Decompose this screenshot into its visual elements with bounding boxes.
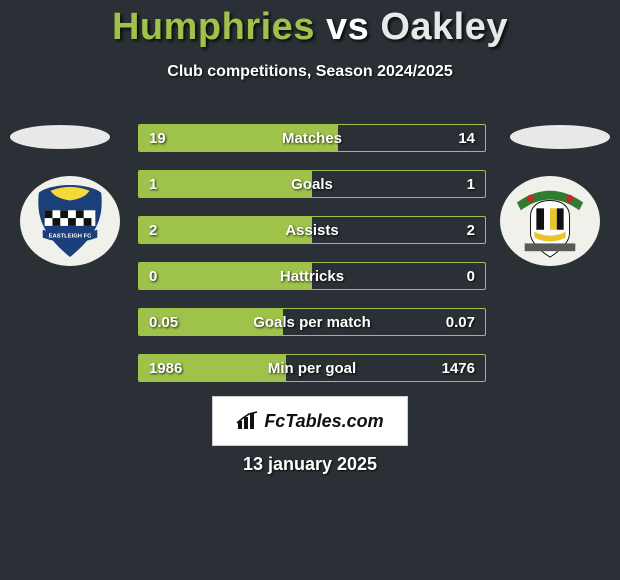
player1-oval [10, 125, 110, 149]
stat-label: Hattricks [139, 263, 485, 289]
eastleigh-crest-icon: EASTLEIGH FC [31, 183, 109, 259]
stat-right-value: 0.07 [446, 309, 475, 335]
stat-right-value: 1 [467, 171, 475, 197]
player1-club-badge: EASTLEIGH FC [20, 176, 120, 266]
stat-right-value: 0 [467, 263, 475, 289]
stat-label: Goals per match [139, 309, 485, 335]
stat-row-assists: 2 Assists 2 [138, 216, 486, 244]
stat-right-value: 14 [458, 125, 475, 151]
stat-label: Matches [139, 125, 485, 151]
stat-bars: 19 Matches 14 1 Goals 1 2 Assists 2 0 Ha… [138, 124, 486, 382]
svg-text:EASTLEIGH FC: EASTLEIGH FC [49, 234, 93, 240]
player2-oval [510, 125, 610, 149]
stat-row-min-per-goal: 1986 Min per goal 1476 [138, 354, 486, 382]
subtitle: Club competitions, Season 2024/2025 [0, 63, 620, 81]
player2-club-badge [500, 176, 600, 266]
player1-name: Humphries [112, 6, 315, 48]
page-title: Humphries vs Oakley [0, 0, 620, 49]
stat-label: Min per goal [139, 355, 485, 381]
stat-row-matches: 19 Matches 14 [138, 124, 486, 152]
stat-row-goals: 1 Goals 1 [138, 170, 486, 198]
fctables-logo: FcTables.com [212, 396, 408, 446]
stat-label: Assists [139, 217, 485, 243]
stat-right-value: 2 [467, 217, 475, 243]
title-vs: vs [326, 6, 369, 48]
fctables-logo-text: FcTables.com [264, 411, 383, 432]
stat-right-value: 1476 [442, 355, 475, 381]
chart-icon [236, 411, 260, 431]
solihull-crest-icon [511, 183, 589, 259]
stat-row-goals-per-match: 0.05 Goals per match 0.07 [138, 308, 486, 336]
stat-row-hattricks: 0 Hattricks 0 [138, 262, 486, 290]
player2-name: Oakley [380, 6, 508, 48]
stat-label: Goals [139, 171, 485, 197]
comparison-date: 13 january 2025 [0, 454, 620, 475]
